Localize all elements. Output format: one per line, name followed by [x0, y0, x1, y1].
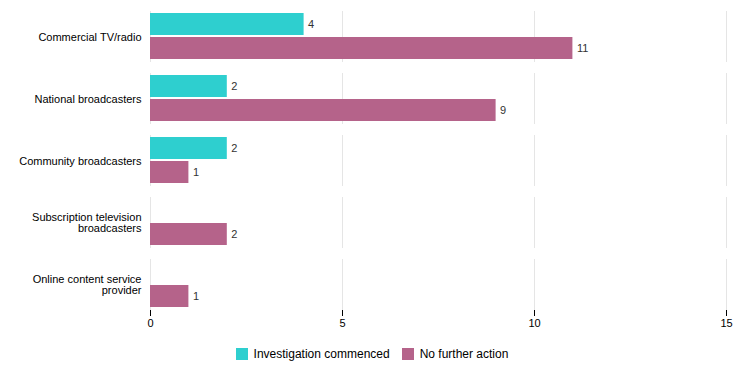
html-text:No further action: No further action [419, 347, 509, 361]
svg-text:2: 2 [231, 228, 237, 240]
svg-text:Subscription televisionbroadca: Subscription televisionbroadcasters [32, 211, 142, 234]
svg-text:10: 10 [528, 317, 540, 329]
svg-text:9: 9 [500, 104, 506, 116]
svg-text:2: 2 [231, 142, 237, 154]
svg-text:National broadcasters: National broadcasters [34, 93, 142, 105]
svg-text:1: 1 [193, 166, 199, 178]
svg-text:4: 4 [308, 18, 314, 30]
svg-text:5: 5 [339, 317, 345, 329]
svg-text:0: 0 [147, 317, 153, 329]
html-text:Investigation commenced: Investigation commenced [253, 347, 390, 361]
svg-text:15: 15 [720, 317, 732, 329]
svg-text:Online content serviceprovider: Online content serviceprovider [33, 273, 142, 296]
svg-text:Commercial TV/radio: Commercial TV/radio [38, 31, 141, 43]
svg-text:Community broadcasters: Community broadcasters [19, 155, 142, 167]
svg-text:1: 1 [193, 290, 199, 302]
svg-text:11: 11 [577, 42, 588, 54]
svg-text:2: 2 [231, 80, 237, 92]
